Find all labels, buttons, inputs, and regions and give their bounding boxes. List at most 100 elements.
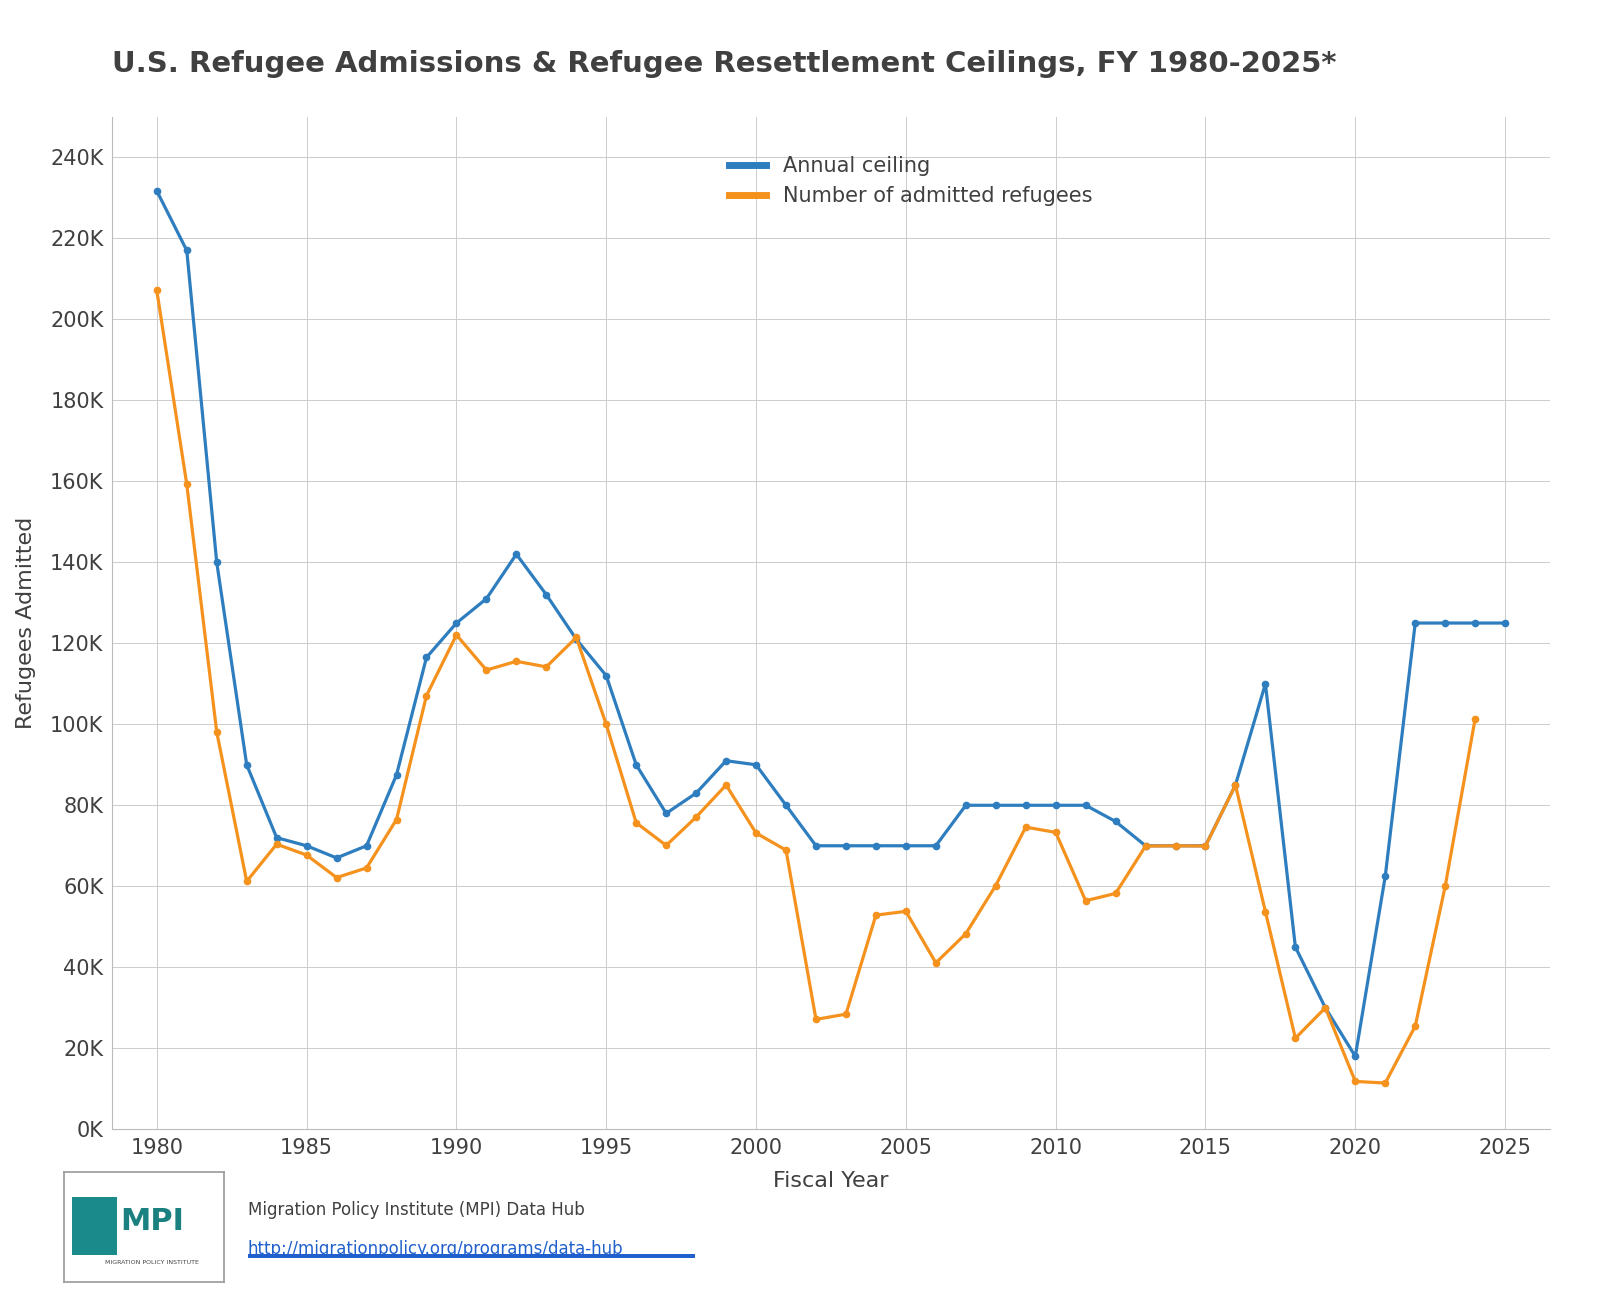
Annual ceiling	[626, 757, 646, 772]
Annual ceiling	[177, 243, 197, 258]
Annual ceiling	[657, 806, 676, 822]
Y-axis label: Refugees Admitted: Refugees Admitted	[16, 517, 37, 729]
Annual ceiling	[746, 757, 765, 772]
Annual ceiling	[986, 797, 1005, 813]
Number of admitted refugees	[1286, 1031, 1306, 1046]
Number of admitted refugees	[716, 778, 735, 793]
Annual ceiling	[1286, 940, 1306, 955]
Number of admitted refugees	[1075, 893, 1095, 909]
Annual ceiling	[507, 546, 526, 562]
Annual ceiling	[1106, 814, 1125, 829]
Annual ceiling	[1136, 839, 1155, 854]
Number of admitted refugees	[177, 476, 197, 492]
Annual ceiling	[356, 839, 376, 854]
Number of admitted refugees	[417, 688, 436, 704]
Number of admitted refugees	[596, 716, 615, 732]
Number of admitted refugees	[687, 809, 706, 824]
Number of admitted refugees	[237, 874, 256, 889]
Number of admitted refugees	[1315, 999, 1334, 1015]
Number of admitted refugees	[1047, 824, 1066, 840]
Annual ceiling	[1376, 868, 1395, 884]
Annual ceiling	[807, 839, 826, 854]
Number of admitted refugees	[807, 1011, 826, 1027]
Text: Migration Policy Institute (MPI) Data Hub: Migration Policy Institute (MPI) Data Hu…	[248, 1201, 585, 1219]
Annual ceiling	[1016, 797, 1036, 813]
Number of admitted refugees	[866, 907, 885, 923]
Annual ceiling	[1075, 797, 1095, 813]
Number of admitted refugees	[896, 903, 916, 919]
Legend: Annual ceiling, Number of admitted refugees: Annual ceiling, Number of admitted refug…	[721, 148, 1101, 214]
Annual ceiling	[1256, 676, 1275, 692]
Annual ceiling	[237, 757, 256, 772]
Number of admitted refugees	[1136, 839, 1155, 854]
Number of admitted refugees	[1195, 839, 1214, 854]
Number of admitted refugees	[986, 877, 1005, 893]
Annual ceiling	[1315, 999, 1334, 1015]
Number of admitted refugees	[1435, 879, 1454, 894]
Number of admitted refugees	[836, 1006, 855, 1022]
Annual ceiling	[447, 615, 467, 631]
Annual ceiling	[267, 829, 286, 845]
Annual ceiling	[328, 850, 347, 866]
Number of admitted refugees	[1016, 819, 1036, 835]
Annual ceiling	[1346, 1049, 1365, 1064]
Annual ceiling	[147, 183, 166, 199]
Annual ceiling	[208, 554, 227, 570]
Annual ceiling	[1465, 615, 1485, 631]
Line: Number of admitted refugees: Number of admitted refugees	[153, 287, 1478, 1086]
Number of admitted refugees	[208, 724, 227, 740]
Number of admitted refugees	[328, 870, 347, 885]
X-axis label: Fiscal Year: Fiscal Year	[773, 1172, 888, 1192]
Annual ceiling	[1167, 839, 1186, 854]
Number of admitted refugees	[147, 283, 166, 299]
Annual ceiling	[1435, 615, 1454, 631]
Number of admitted refugees	[1106, 885, 1125, 901]
Number of admitted refugees	[1167, 839, 1186, 854]
Number of admitted refugees	[746, 826, 765, 841]
Annual ceiling	[956, 797, 975, 813]
Annual ceiling	[387, 767, 406, 783]
Annual ceiling	[1496, 615, 1515, 631]
Annual ceiling	[896, 839, 916, 854]
Number of admitted refugees	[1226, 778, 1245, 793]
Annual ceiling	[1195, 839, 1214, 854]
Number of admitted refugees	[567, 630, 586, 645]
Annual ceiling	[297, 839, 316, 854]
Text: MPI: MPI	[120, 1207, 184, 1236]
Number of admitted refugees	[507, 653, 526, 668]
Number of admitted refugees	[1346, 1073, 1365, 1089]
Annual ceiling	[687, 785, 706, 801]
FancyBboxPatch shape	[72, 1198, 117, 1255]
Annual ceiling	[417, 650, 436, 666]
Annual ceiling	[836, 839, 855, 854]
Annual ceiling	[476, 591, 495, 606]
Number of admitted refugees	[657, 837, 676, 853]
Number of admitted refugees	[1465, 711, 1485, 727]
Text: U.S. Refugee Admissions & Refugee Resettlement Ceilings, FY 1980-2025*: U.S. Refugee Admissions & Refugee Resett…	[112, 49, 1336, 78]
Number of admitted refugees	[356, 861, 376, 876]
Annual ceiling	[866, 839, 885, 854]
Number of admitted refugees	[476, 662, 495, 678]
Number of admitted refugees	[297, 848, 316, 863]
Number of admitted refugees	[626, 815, 646, 831]
Number of admitted refugees	[1256, 903, 1275, 919]
Number of admitted refugees	[267, 836, 286, 851]
Annual ceiling	[537, 587, 556, 602]
Annual ceiling	[567, 631, 586, 646]
Annual ceiling	[1406, 615, 1425, 631]
Annual ceiling	[927, 839, 946, 854]
Text: MIGRATION POLICY INSTITUTE: MIGRATION POLICY INSTITUTE	[105, 1260, 198, 1266]
Number of admitted refugees	[387, 811, 406, 827]
Annual ceiling	[716, 753, 735, 768]
Annual ceiling	[1226, 778, 1245, 793]
Annual ceiling	[596, 668, 615, 684]
Number of admitted refugees	[1376, 1075, 1395, 1090]
Number of admitted refugees	[927, 955, 946, 971]
Number of admitted refugees	[447, 627, 467, 643]
Number of admitted refugees	[777, 842, 796, 858]
Annual ceiling	[777, 797, 796, 813]
Line: Annual ceiling: Annual ceiling	[153, 188, 1509, 1059]
Number of admitted refugees	[537, 659, 556, 675]
Annual ceiling	[1047, 797, 1066, 813]
Text: http://migrationpolicy.org/programs/data-hub: http://migrationpolicy.org/programs/data…	[248, 1240, 623, 1258]
